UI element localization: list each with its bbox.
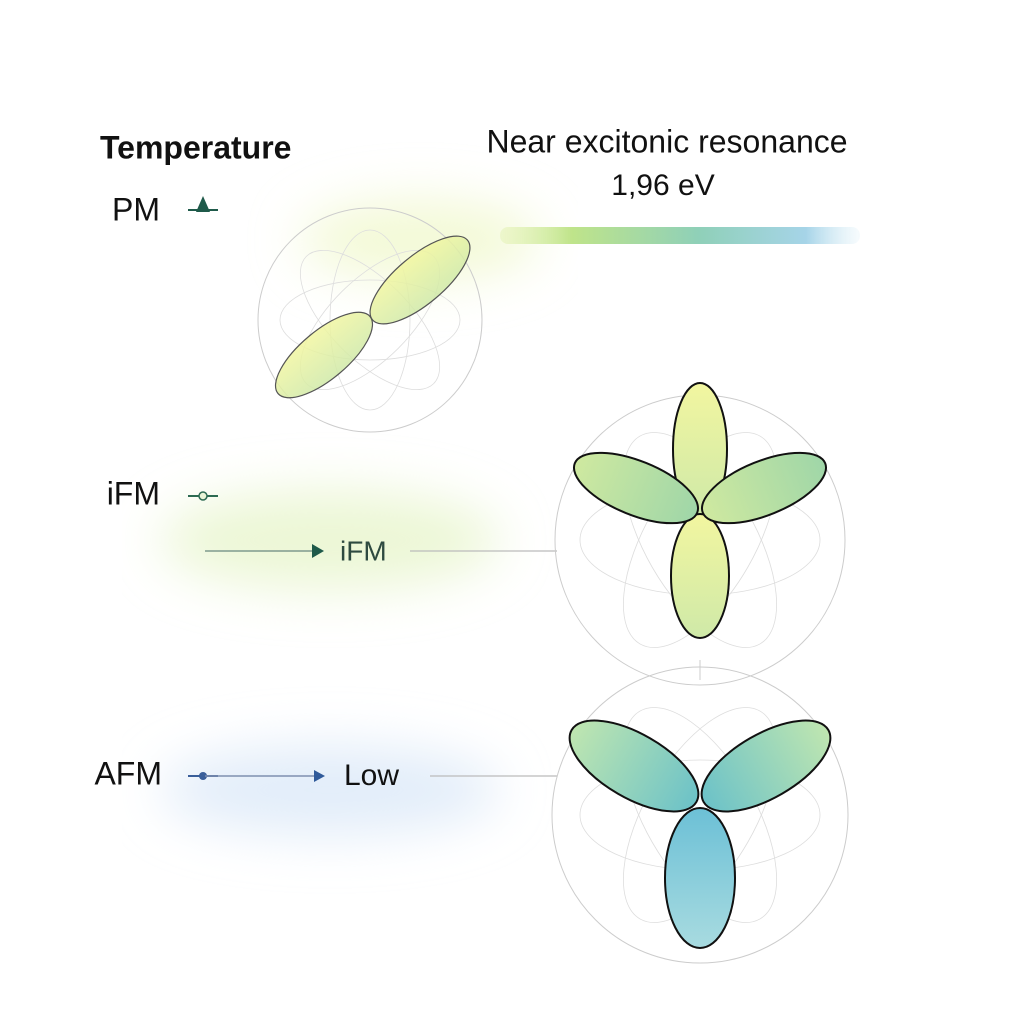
glow (160, 745, 500, 835)
arrowhead (312, 544, 324, 558)
lobe (700, 719, 832, 813)
pattern (329, 229, 411, 411)
pm-polar-plot (257, 207, 483, 433)
lobe (568, 719, 700, 813)
ifm-polar-plot (554, 382, 846, 686)
lobe (664, 807, 736, 949)
glow (160, 490, 500, 590)
tick-dot (198, 491, 208, 501)
spectrum-bar (500, 227, 860, 244)
axis-title: Temperature (100, 129, 291, 165)
lobe (670, 513, 730, 639)
afm-polar-plot (551, 666, 849, 964)
arrow-label: Low (344, 759, 399, 792)
level-label: iFM (107, 475, 160, 511)
tick-dot (199, 772, 207, 780)
lobe (700, 451, 828, 525)
polar-circle (551, 666, 849, 964)
arrowhead (314, 770, 325, 782)
axis-arrowhead (196, 196, 210, 212)
level-label: PM (112, 191, 160, 227)
level-label: AFM (94, 755, 162, 791)
polar-circle (257, 207, 483, 433)
lobe (572, 451, 700, 525)
glow (300, 200, 540, 280)
resonance-title: Near excitonic resonance (486, 123, 847, 159)
resonance-energy: 1,96 eV (611, 169, 714, 202)
lobe (274, 311, 374, 399)
arrow-label: iFM (340, 535, 387, 566)
pattern (279, 279, 461, 361)
glows (160, 200, 540, 835)
